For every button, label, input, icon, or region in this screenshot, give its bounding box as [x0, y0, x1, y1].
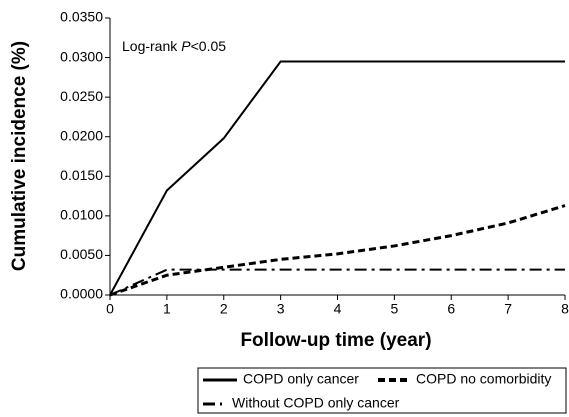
y-tick-label: 0.0150 [60, 167, 103, 183]
y-tick-label: 0.0200 [60, 127, 103, 143]
legend-label: COPD only cancer [243, 371, 359, 387]
x-tick-label: 3 [277, 301, 285, 317]
y-tick-label: 0.0000 [60, 286, 103, 302]
x-tick-label: 0 [106, 301, 114, 317]
x-tick-label: 7 [504, 301, 512, 317]
legend-box [197, 367, 567, 414]
annotation-part: <0.05 [191, 38, 227, 54]
series-line [109, 268, 565, 296]
series-line [109, 60, 565, 296]
x-tick-label: 1 [163, 301, 171, 317]
series-line [109, 204, 566, 297]
annotation: Log-rank P<0.05 [122, 38, 226, 54]
legend-label: Without COPD only cancer [232, 395, 400, 411]
annotation-part: Log-rank [122, 38, 178, 54]
x-tick-label: 2 [220, 301, 228, 317]
x-tick-label: 5 [390, 301, 398, 317]
y-tick-label: 0.0250 [60, 88, 103, 104]
x-tick-label: 8 [561, 301, 569, 317]
y-tick-label: 0.0300 [60, 48, 103, 64]
x-tick-label: 6 [447, 301, 455, 317]
legend-label: COPD no comorbidity [416, 371, 551, 387]
x-tick-label: 4 [334, 301, 342, 317]
y-tick-label: 0.0350 [60, 9, 103, 25]
annotation-part: P [181, 38, 191, 54]
x-axis-label: Follow-up time (year) [240, 330, 431, 351]
y-tick-label: 0.0050 [60, 246, 103, 262]
y-tick-label: 0.0100 [60, 207, 103, 223]
y-axis-label: Cumulative incidence (%) [9, 41, 30, 271]
